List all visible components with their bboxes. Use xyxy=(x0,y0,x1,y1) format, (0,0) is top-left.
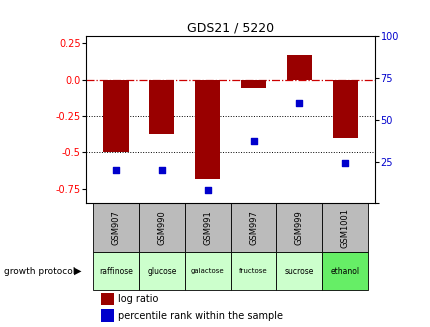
Text: GSM907: GSM907 xyxy=(111,210,120,245)
Bar xyxy=(276,203,322,252)
Text: GSM991: GSM991 xyxy=(203,211,212,245)
Bar xyxy=(230,203,276,252)
Text: raffinose: raffinose xyxy=(99,267,132,276)
Bar xyxy=(184,252,230,290)
Point xyxy=(249,139,256,144)
Text: GSM1001: GSM1001 xyxy=(340,208,349,248)
Bar xyxy=(322,203,367,252)
Text: galactose: galactose xyxy=(190,268,224,274)
Bar xyxy=(101,293,114,305)
Bar xyxy=(240,80,265,88)
Bar xyxy=(184,203,230,252)
Bar xyxy=(138,203,184,252)
Text: percentile rank within the sample: percentile rank within the sample xyxy=(118,311,283,321)
Text: ▶: ▶ xyxy=(74,266,81,276)
Text: growth protocol: growth protocol xyxy=(4,267,76,276)
Bar xyxy=(286,55,311,80)
Point xyxy=(295,100,302,106)
Bar xyxy=(93,203,138,252)
Bar xyxy=(276,252,322,290)
Text: glucose: glucose xyxy=(147,267,176,276)
Text: GSM999: GSM999 xyxy=(294,211,303,245)
Text: ethanol: ethanol xyxy=(330,267,359,276)
Title: GDS21 / 5220: GDS21 / 5220 xyxy=(187,22,273,35)
Bar xyxy=(230,252,276,290)
Bar xyxy=(322,252,367,290)
Bar xyxy=(195,80,220,179)
Text: sucrose: sucrose xyxy=(284,267,313,276)
Bar xyxy=(138,252,184,290)
Bar xyxy=(93,252,138,290)
Bar xyxy=(332,80,357,138)
Text: log ratio: log ratio xyxy=(118,294,158,304)
Text: fructose: fructose xyxy=(239,268,267,274)
Text: GSM990: GSM990 xyxy=(157,211,166,245)
Text: GSM997: GSM997 xyxy=(249,210,258,245)
Point xyxy=(204,187,211,193)
Point xyxy=(341,161,348,166)
Point xyxy=(158,167,165,173)
Bar xyxy=(103,80,128,152)
Bar xyxy=(149,80,174,133)
Bar xyxy=(101,309,114,322)
Point xyxy=(112,167,119,173)
